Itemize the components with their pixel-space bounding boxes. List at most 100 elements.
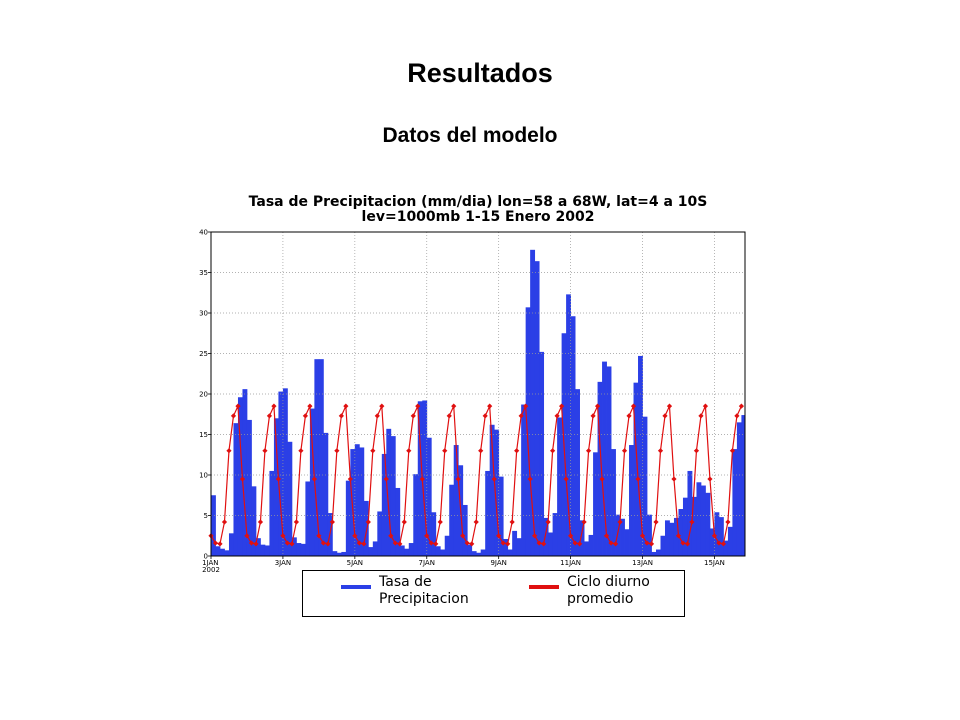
bar bbox=[647, 514, 652, 556]
bar bbox=[480, 549, 486, 556]
line-marker bbox=[698, 413, 704, 419]
line-marker bbox=[446, 413, 452, 419]
line-marker bbox=[711, 533, 718, 539]
line-marker bbox=[657, 448, 664, 454]
line-marker bbox=[738, 403, 745, 409]
x-tick-label: 9JAN bbox=[490, 559, 507, 567]
line-marker bbox=[725, 519, 731, 525]
line-marker bbox=[545, 519, 551, 525]
line-marker bbox=[257, 519, 264, 525]
line-marker bbox=[437, 519, 443, 525]
line-marker bbox=[639, 533, 646, 539]
line-marker bbox=[514, 448, 520, 454]
plot-frame bbox=[210, 231, 746, 557]
bar bbox=[453, 445, 459, 556]
line-marker bbox=[424, 533, 430, 539]
bar bbox=[534, 261, 540, 556]
line-marker bbox=[599, 476, 605, 482]
bar bbox=[211, 495, 216, 556]
slide-title: Resultados bbox=[407, 58, 553, 88]
bar bbox=[390, 436, 396, 556]
bar bbox=[332, 551, 338, 556]
line-marker bbox=[567, 533, 574, 539]
line-marker bbox=[464, 540, 470, 546]
bar bbox=[629, 445, 634, 556]
bar bbox=[669, 522, 675, 556]
bar bbox=[660, 535, 666, 556]
line-marker bbox=[689, 519, 695, 525]
bar bbox=[260, 544, 266, 556]
line-marker bbox=[284, 540, 291, 546]
line-marker bbox=[374, 413, 380, 419]
line-marker bbox=[608, 540, 614, 546]
bar bbox=[287, 441, 293, 556]
bar bbox=[471, 551, 477, 556]
bar bbox=[354, 444, 360, 556]
bar bbox=[606, 366, 612, 556]
line-marker bbox=[343, 403, 349, 409]
line-marker bbox=[280, 533, 286, 539]
line-marker bbox=[329, 519, 335, 525]
bar bbox=[462, 504, 468, 556]
line-marker bbox=[401, 519, 407, 525]
line-marker bbox=[451, 403, 457, 409]
y-tick-label: 30 bbox=[199, 310, 208, 318]
bar bbox=[691, 496, 697, 556]
bar bbox=[512, 530, 518, 556]
line-marker bbox=[612, 541, 619, 547]
y-tick-label: 5 bbox=[204, 512, 208, 520]
bar bbox=[224, 550, 230, 556]
bar bbox=[449, 484, 455, 556]
bar bbox=[682, 497, 688, 556]
line-marker bbox=[653, 519, 659, 525]
bar bbox=[741, 415, 745, 556]
bar bbox=[219, 548, 225, 556]
line-marker bbox=[293, 519, 300, 525]
legend: Tasa de Precipitacion Ciclo diurno promed… bbox=[302, 570, 685, 617]
y-tick-label: 35 bbox=[199, 269, 208, 277]
line-marker bbox=[563, 476, 569, 482]
bar bbox=[494, 429, 500, 556]
bar bbox=[678, 509, 684, 556]
bar bbox=[503, 538, 509, 556]
bar bbox=[242, 389, 248, 556]
bar bbox=[251, 486, 257, 556]
bar bbox=[588, 534, 594, 556]
bar bbox=[228, 533, 234, 556]
bar bbox=[323, 432, 329, 556]
bar bbox=[705, 492, 711, 556]
bar bbox=[291, 537, 297, 556]
bar bbox=[557, 417, 563, 556]
bar bbox=[467, 544, 473, 556]
line-marker bbox=[433, 541, 439, 547]
line-marker bbox=[316, 533, 322, 539]
line-marker bbox=[419, 476, 425, 482]
bar bbox=[570, 316, 576, 556]
line-marker bbox=[271, 403, 277, 409]
bar bbox=[381, 453, 387, 556]
legend-entry: Tasa de Precipitacion bbox=[341, 574, 499, 608]
line-marker bbox=[617, 519, 623, 525]
line-marker bbox=[239, 476, 246, 482]
line-marker bbox=[253, 541, 259, 547]
y-tick-label: 10 bbox=[199, 472, 208, 480]
line-marker bbox=[469, 541, 475, 547]
bar bbox=[395, 487, 401, 556]
line-marker bbox=[275, 476, 282, 482]
line-marker bbox=[487, 403, 493, 409]
bar bbox=[305, 481, 311, 556]
line-marker bbox=[356, 540, 362, 546]
x-tick-label: 7JAN bbox=[418, 559, 435, 567]
bar bbox=[431, 512, 437, 556]
line-marker bbox=[334, 448, 340, 454]
line-marker bbox=[550, 448, 556, 454]
x-tick-label: 13JAN bbox=[632, 559, 653, 567]
line-marker bbox=[666, 403, 673, 409]
line-marker bbox=[320, 540, 326, 546]
line-marker bbox=[302, 413, 308, 419]
line-marker bbox=[244, 533, 250, 539]
line-marker bbox=[262, 448, 268, 454]
line-marker bbox=[626, 413, 632, 419]
line-marker bbox=[716, 540, 722, 546]
